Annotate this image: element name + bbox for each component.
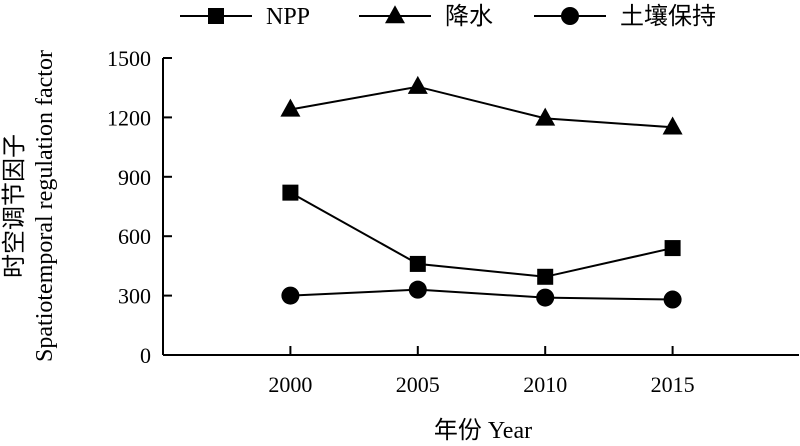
series-0-point-2015 bbox=[664, 240, 681, 257]
legend-item-0: NPP bbox=[180, 4, 310, 30]
legend-marker-1 bbox=[385, 5, 405, 24]
legend-label-0: NPP bbox=[266, 4, 310, 30]
y-tick-label-1500: 1500 bbox=[107, 46, 151, 71]
series-1 bbox=[280, 75, 683, 135]
axes: 0 300 600 900 1200 1500 2000 2005 2010 2015 bbox=[107, 46, 799, 397]
series-1-point-2000 bbox=[280, 98, 301, 117]
legend-item-1: 降水 bbox=[359, 3, 493, 30]
series-2 bbox=[281, 280, 682, 309]
y-tick-label-900: 900 bbox=[118, 165, 151, 190]
legend-label-1: 降水 bbox=[445, 3, 493, 30]
legend-marker-2 bbox=[561, 7, 579, 25]
y-tick-label-600: 600 bbox=[118, 224, 151, 249]
y-tick-label-300: 300 bbox=[118, 284, 151, 309]
x-axis-title: 年份 Year bbox=[434, 417, 532, 444]
series-2-point-2000 bbox=[281, 286, 300, 305]
x-tick-label-2000: 2000 bbox=[268, 372, 312, 397]
y-tick-label-0: 0 bbox=[140, 343, 151, 368]
series-0 bbox=[282, 184, 681, 285]
legend-label-2: 土壤保持 bbox=[620, 3, 716, 30]
series-1-point-2015 bbox=[662, 116, 683, 135]
y-axis-title-english: Spatiotemporal regulation factor bbox=[32, 50, 58, 362]
series-1-point-2005 bbox=[407, 75, 428, 94]
legend-marker-0 bbox=[208, 8, 224, 24]
y-axis-title-chinese: 时空调节因子 bbox=[1, 134, 28, 278]
x-tick-label-2005: 2005 bbox=[396, 372, 440, 397]
series-line-1 bbox=[290, 85, 673, 129]
series-2-point-2015 bbox=[663, 290, 682, 309]
series-0-point-2005 bbox=[409, 255, 426, 272]
series-2-point-2005 bbox=[408, 280, 427, 299]
series-2-point-2010 bbox=[536, 288, 555, 307]
series-1-point-2010 bbox=[535, 107, 556, 126]
x-tick-label-2010: 2010 bbox=[523, 372, 567, 397]
series-line-2 bbox=[290, 288, 673, 301]
series-0-point-2000 bbox=[282, 184, 299, 201]
series-layer bbox=[280, 75, 683, 309]
y-tick-label-1200: 1200 bbox=[107, 105, 151, 130]
legend-item-2: 土壤保持 bbox=[534, 3, 716, 30]
series-0-point-2010 bbox=[537, 268, 554, 285]
legend: NPP 降水 土壤保持 bbox=[180, 3, 716, 30]
series-line-0 bbox=[289, 191, 673, 278]
x-tick-label-2015: 2015 bbox=[651, 372, 695, 397]
